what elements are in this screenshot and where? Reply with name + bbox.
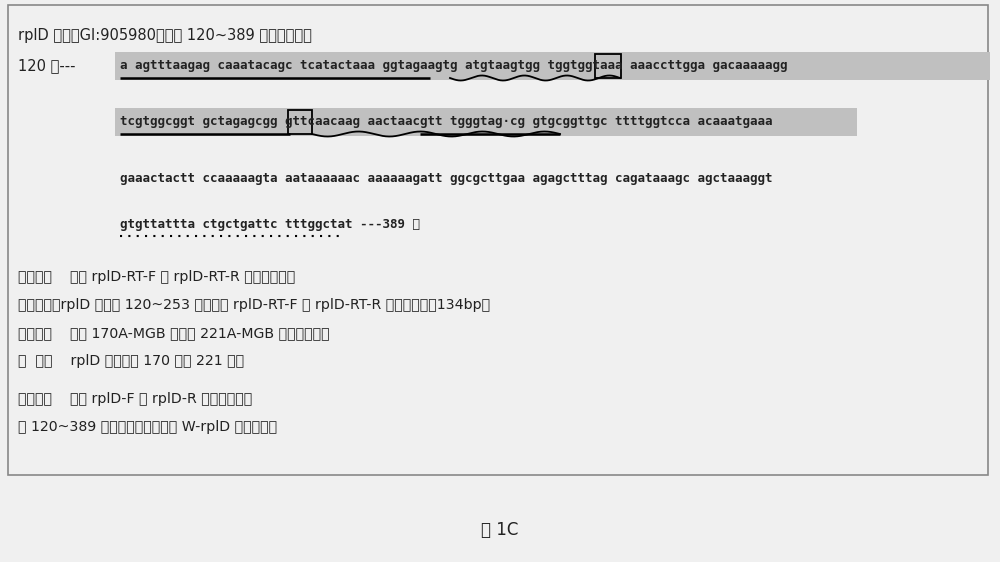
Text: 120 位---: 120 位--- (18, 58, 76, 74)
Bar (115, 52, 990, 80)
Text: 第 120~389 位序列：野生型质粒 W-rplD 的插入序列: 第 120~389 位序列：野生型质粒 W-rplD 的插入序列 (18, 420, 277, 434)
Text: 阴影部分：rplD 基因第 120~253 位，引物 rplD-RT-F 和 rplD-RT-R 的扩增序列，134bp；: 阴影部分：rplD 基因第 120~253 位，引物 rplD-RT-F 和 r… (18, 298, 490, 312)
Text: 波浪线：    探针 170A-MGB 和探针 221A-MGB 的结合序列；: 波浪线： 探针 170A-MGB 和探针 221A-MGB 的结合序列； (18, 326, 330, 340)
Text: tcgtggcggt gctagagcgg gttcaacaag aactaacgtt tgggtag·cg gtgcggttgc ttttggtcca aca: tcgtggcggt gctagagcgg gttcaacaag aactaac… (120, 116, 772, 129)
Text: gtgttattta ctgctgattc tttggctat ---389 位: gtgttattta ctgctgattc tttggctat ---389 位 (120, 218, 420, 231)
Text: 下圆点：    引物 rplD-F 和 rplD-R 的结合序列；: 下圆点： 引物 rplD-F 和 rplD-R 的结合序列； (18, 392, 252, 406)
Text: gaaactactt ccaaaaagta aataaaaaac aaaaaagatt ggcgcttgaa agagctttag cagataaagc agc: gaaactactt ccaaaaagta aataaaaaac aaaaaag… (120, 172, 772, 185)
Bar (288, 110, 312, 134)
Text: 图 1C: 图 1C (481, 521, 519, 539)
Bar (115, 108, 857, 136)
Text: rplD 基因（GI:905980）中第 120~389 位碱基序列；: rplD 基因（GI:905980）中第 120~389 位碱基序列； (18, 28, 312, 43)
Text: a agtttaagag caaatacagc tcatactaaa ggtagaagtg atgtaagtgg tggtggtaaa aaaccttgga g: a agtttaagag caaatacagc tcatactaaa ggtag… (120, 60, 788, 72)
Text: 下划线：    引物 rplD-RT-F 和 rplD-RT-R 的结合序列；: 下划线： 引物 rplD-RT-F 和 rplD-RT-R 的结合序列； (18, 270, 295, 284)
Bar (8, 5, 988, 475)
Bar (595, 54, 621, 78)
Text: 方  框：    rplD 基因的第 170 位和 221 位；: 方 框： rplD 基因的第 170 位和 221 位； (18, 354, 244, 368)
